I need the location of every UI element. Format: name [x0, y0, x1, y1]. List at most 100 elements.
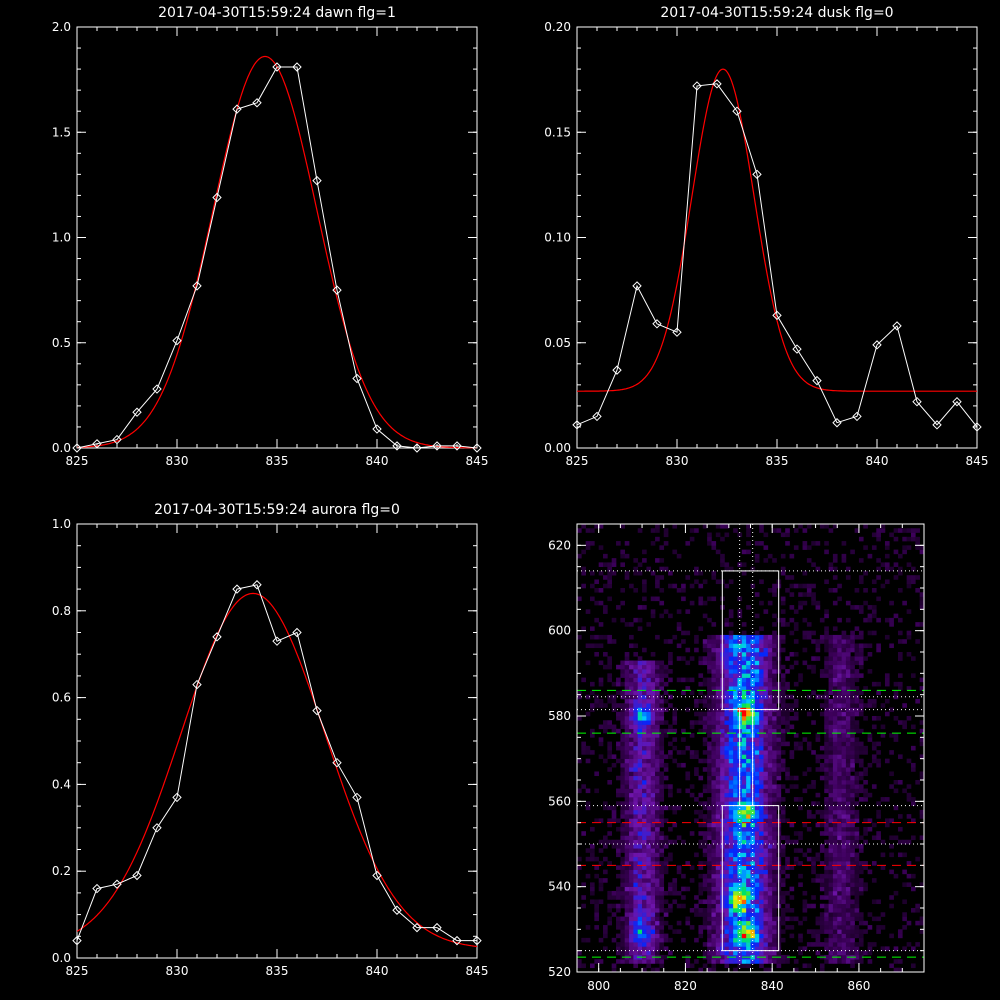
heatmap-pixel	[715, 809, 721, 815]
heatmap-pixel	[633, 822, 639, 828]
heatmap-pixel	[694, 750, 699, 755]
heatmap-pixel	[629, 942, 634, 947]
heatmap-pixel	[642, 873, 647, 879]
heatmap-pixel	[750, 861, 756, 866]
heatmap-pixel	[837, 814, 842, 819]
heatmap-pixel	[694, 528, 699, 533]
heatmap-pixel	[772, 664, 777, 670]
heatmap-pixel	[841, 741, 847, 747]
heatmap-pixel	[759, 920, 764, 926]
heatmap-pixel	[681, 596, 686, 602]
heatmap-pixel	[711, 835, 717, 841]
heatmap-pixel	[759, 959, 764, 964]
heatmap-pixel	[906, 652, 912, 657]
heatmap-pixel	[741, 942, 747, 947]
heatmap-pixel	[650, 792, 656, 798]
heatmap-pixel	[837, 745, 842, 751]
heatmap-pixel	[828, 878, 834, 883]
heatmap-pixel	[715, 818, 721, 823]
heatmap-pixel	[884, 677, 890, 683]
heatmap-pixel	[711, 728, 717, 734]
heatmap-pixel	[841, 839, 847, 845]
heatmap-pixel	[702, 767, 708, 772]
heatmap-pixel	[698, 690, 704, 695]
heatmap-pixel	[824, 903, 829, 909]
heatmap-pixel	[672, 716, 678, 721]
heatmap-pixel	[767, 818, 773, 823]
heatmap-pixel	[698, 656, 704, 661]
heatmap-pixel	[702, 852, 708, 858]
heatmap-pixel	[642, 967, 647, 973]
heatmap-pixel	[707, 733, 712, 738]
heatmap-pixel	[780, 869, 786, 875]
heatmap-pixel	[629, 716, 634, 721]
heatmap-pixel	[845, 728, 851, 734]
heatmap-pixel	[819, 967, 825, 973]
heatmap-pixel	[902, 925, 907, 930]
heatmap-pixel	[724, 826, 730, 832]
heatmap-pixel	[707, 750, 712, 755]
heatmap-pixel	[759, 809, 764, 815]
heatmap-pixel	[746, 788, 751, 794]
heatmap-pixel	[733, 908, 738, 913]
heatmap-pixel	[594, 925, 599, 930]
heatmap-pixel	[845, 771, 851, 777]
heatmap-pixel	[581, 566, 586, 572]
heatmap-pixel	[819, 814, 825, 819]
heatmap-pixel	[702, 720, 708, 725]
heatmap-pixel	[707, 920, 712, 926]
heatmap-pixel	[767, 681, 773, 687]
heatmap-pixel	[754, 690, 760, 695]
heatmap-pixel	[754, 720, 760, 725]
heatmap-pixel	[832, 745, 838, 751]
heatmap-pixel	[871, 916, 877, 922]
heatmap-pixel	[811, 750, 816, 755]
data-point-marker	[112, 434, 122, 445]
heatmap-pixel	[754, 916, 760, 922]
heatmap-pixel	[655, 839, 660, 845]
heatmap-pixel	[711, 711, 717, 717]
heatmap-pixel	[759, 929, 764, 934]
heatmap-pixel	[659, 716, 665, 721]
data-point-marker	[372, 870, 382, 881]
heatmap-pixel	[728, 844, 734, 849]
heatmap-pixel	[867, 762, 873, 768]
fit-curve	[76, 592, 478, 948]
heatmap-pixel	[772, 886, 777, 892]
heatmap-pixel	[607, 634, 612, 640]
heatmap-pixel	[715, 664, 721, 670]
heatmap-pixel	[590, 882, 595, 887]
heatmap-pixel	[759, 652, 764, 657]
heatmap-pixel	[707, 895, 712, 900]
heatmap-pixel	[772, 750, 777, 755]
heatmap-pixel	[629, 899, 634, 905]
heatmap-pixel	[629, 762, 634, 768]
heatmap-pixel	[841, 826, 847, 832]
heatmap-pixel	[746, 882, 751, 887]
heatmap-pixel	[906, 882, 912, 887]
heatmap-pixel	[590, 528, 595, 533]
heatmap-pixel	[629, 912, 634, 917]
heatmap-pixel	[854, 720, 860, 725]
heatmap-pixel	[720, 741, 725, 747]
heatmap-pixel	[815, 809, 821, 815]
heatmap-pixel	[919, 754, 925, 759]
heatmap-pixel	[733, 677, 738, 683]
heatmap-pixel	[780, 767, 786, 772]
heatmap-pixel	[832, 861, 838, 866]
heatmap-pixel	[624, 780, 630, 785]
heatmap-pixel	[767, 664, 773, 670]
heatmap-pixel	[837, 720, 842, 725]
heatmap-pixel	[841, 643, 847, 649]
heatmap-pixel	[624, 716, 630, 721]
heatmap-pixel	[763, 946, 769, 951]
heatmap-pixel	[741, 895, 747, 900]
heatmap-pixel	[659, 558, 665, 563]
heatmap-pixel	[832, 575, 838, 580]
heatmap-pixel	[837, 903, 842, 909]
heatmap-pixel	[845, 750, 851, 755]
heatmap-pixel	[629, 801, 634, 806]
heatmap-pixel	[637, 920, 643, 926]
heatmap-pixel	[711, 690, 717, 695]
